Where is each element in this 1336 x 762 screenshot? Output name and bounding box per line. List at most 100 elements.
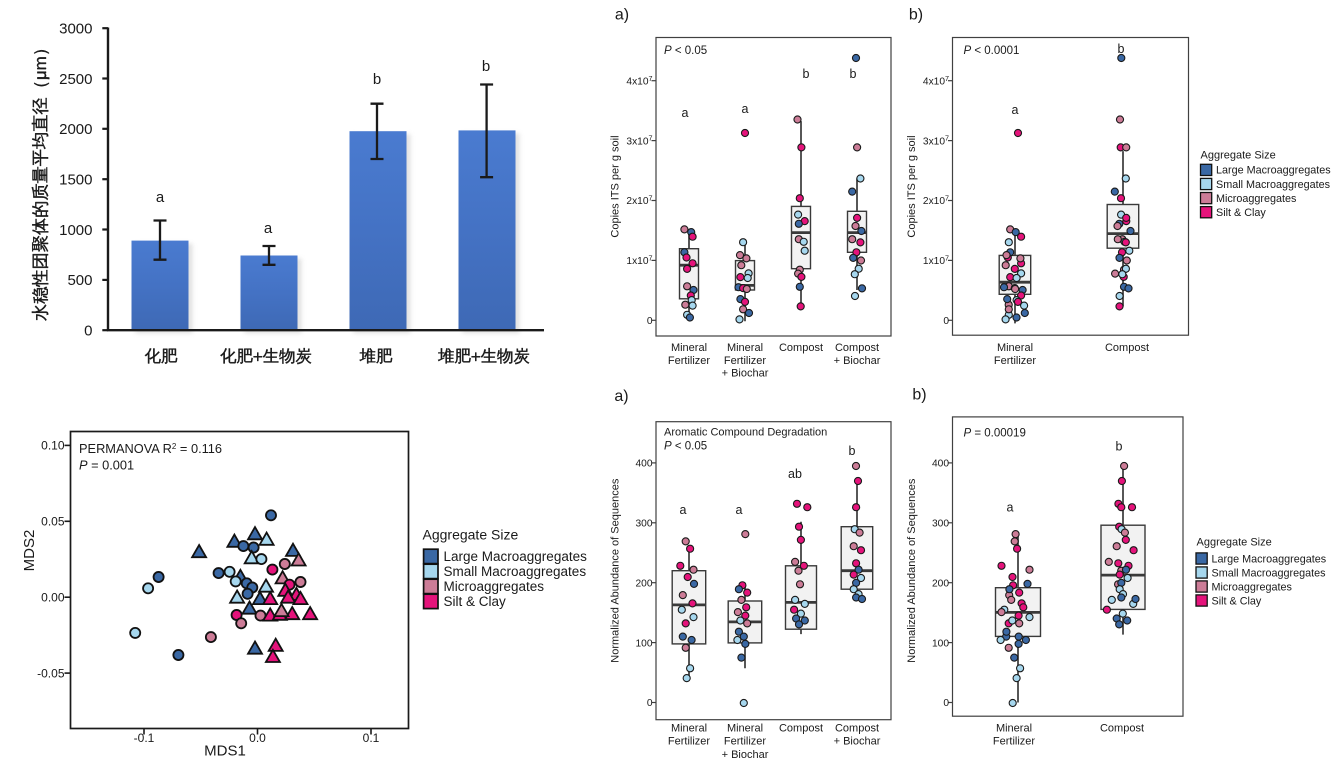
- svg-text:P < 0.05: P < 0.05: [664, 45, 707, 57]
- svg-text:1000: 1000: [59, 222, 92, 239]
- svg-text:+ Biochar: + Biochar: [834, 736, 881, 748]
- svg-text:400: 400: [932, 459, 949, 470]
- svg-text:PERMANOVA R2 = 0.116: PERMANOVA R2 = 0.116: [79, 441, 222, 456]
- svg-text:Silt & Clay: Silt & Clay: [1216, 207, 1266, 219]
- svg-text:1500: 1500: [59, 171, 92, 188]
- svg-text:Small Macroaggregates: Small Macroaggregates: [1216, 179, 1331, 191]
- svg-text:Silt & Clay: Silt & Clay: [1212, 595, 1262, 607]
- svg-text:Large Macroaggregates: Large Macroaggregates: [1216, 165, 1331, 177]
- svg-text:3x107: 3x107: [923, 134, 949, 148]
- svg-text:Mineral: Mineral: [727, 723, 763, 735]
- svg-text:Compost: Compost: [779, 342, 823, 354]
- svg-text:Normalized Abundance of Sequen: Normalized Abundance of Sequences: [906, 478, 918, 663]
- svg-text:a: a: [736, 503, 743, 517]
- svg-text:+ Biochar: + Biochar: [722, 749, 769, 761]
- svg-text:1x107: 1x107: [626, 254, 652, 268]
- svg-text:Aggregate Size: Aggregate Size: [1201, 150, 1276, 162]
- svg-text:Copies ITS per g soil: Copies ITS per g soil: [906, 135, 918, 237]
- svg-text:a: a: [156, 189, 165, 206]
- svg-text:Aromatic Compound Degradation: Aromatic Compound Degradation: [664, 427, 827, 439]
- svg-text:0: 0: [647, 316, 653, 327]
- svg-text:b): b): [912, 387, 926, 404]
- svg-text:a: a: [1007, 501, 1014, 515]
- svg-text:1x107: 1x107: [923, 254, 949, 268]
- svg-text:b: b: [1116, 440, 1123, 454]
- svg-text:Fertilizer: Fertilizer: [724, 355, 767, 367]
- svg-text:Aggregate Size: Aggregate Size: [1197, 537, 1272, 549]
- svg-text:a): a): [614, 388, 628, 405]
- svg-text:Small Macroaggregates: Small Macroaggregates: [444, 564, 587, 579]
- svg-text:Compost: Compost: [1100, 723, 1144, 735]
- svg-text:2000: 2000: [59, 121, 92, 138]
- svg-text:0: 0: [647, 698, 653, 709]
- svg-text:Fertilizer: Fertilizer: [724, 736, 767, 748]
- svg-text:b: b: [849, 444, 856, 458]
- svg-text:100: 100: [636, 638, 653, 649]
- svg-text:200: 200: [636, 578, 653, 589]
- svg-text:Large Macroaggregates: Large Macroaggregates: [444, 549, 588, 564]
- svg-text:a: a: [742, 102, 749, 116]
- svg-text:Fertilizer: Fertilizer: [668, 355, 711, 367]
- svg-text:0.1: 0.1: [363, 731, 380, 745]
- svg-text:MDS1: MDS1: [204, 743, 246, 760]
- svg-text:0: 0: [84, 323, 92, 340]
- svg-text:b: b: [803, 67, 810, 81]
- svg-text:Compost: Compost: [835, 342, 879, 354]
- svg-text:Microaggregates: Microaggregates: [444, 579, 545, 594]
- svg-text:0.05: 0.05: [41, 515, 65, 529]
- svg-text:b): b): [909, 7, 923, 24]
- svg-text:Compost: Compost: [835, 723, 879, 735]
- svg-text:P = 0.00019: P = 0.00019: [964, 428, 1026, 440]
- svg-text:b: b: [1118, 42, 1125, 56]
- svg-text:Mineral: Mineral: [671, 723, 707, 735]
- svg-text:a: a: [1012, 103, 1019, 117]
- svg-text:3000: 3000: [59, 20, 92, 37]
- svg-text:b: b: [482, 58, 490, 75]
- svg-text:P < 0.0001: P < 0.0001: [964, 45, 1020, 57]
- svg-text:300: 300: [932, 519, 949, 530]
- svg-text:4x107: 4x107: [626, 74, 652, 88]
- svg-text:Compost: Compost: [1105, 342, 1149, 354]
- svg-text:Fertilizer: Fertilizer: [994, 355, 1037, 367]
- svg-text:Normalized Abundance of Sequen: Normalized Abundance of Sequences: [610, 478, 622, 663]
- svg-text:Large Macroaggregates: Large Macroaggregates: [1212, 553, 1327, 565]
- svg-text:P < 0.05: P < 0.05: [664, 441, 707, 453]
- svg-text:Microaggregates: Microaggregates: [1212, 581, 1293, 593]
- svg-text:0: 0: [943, 316, 949, 327]
- svg-text:100: 100: [932, 638, 949, 649]
- svg-text:Small Macroaggregates: Small Macroaggregates: [1212, 567, 1327, 579]
- svg-text:Mineral: Mineral: [671, 342, 707, 354]
- svg-text:Mineral: Mineral: [997, 342, 1033, 354]
- svg-text:0: 0: [943, 698, 949, 709]
- svg-text:+ Biochar: + Biochar: [722, 368, 769, 380]
- svg-text:P = 0.001: P = 0.001: [79, 458, 134, 473]
- svg-text:Mineral: Mineral: [727, 342, 763, 354]
- svg-text:Silt & Clay: Silt & Clay: [444, 594, 507, 609]
- svg-text:-0.1: -0.1: [134, 731, 155, 745]
- svg-text:ab: ab: [788, 467, 802, 481]
- svg-text:3x107: 3x107: [626, 134, 652, 148]
- svg-text:a: a: [682, 106, 689, 120]
- svg-text:a): a): [615, 7, 629, 24]
- svg-text:Mineral: Mineral: [996, 723, 1032, 735]
- svg-text:0.10: 0.10: [41, 439, 65, 453]
- svg-text:0.00: 0.00: [41, 590, 65, 604]
- svg-text:MDS2: MDS2: [21, 530, 38, 572]
- svg-text:b: b: [850, 67, 857, 81]
- svg-text:a: a: [680, 503, 687, 517]
- svg-text:4x107: 4x107: [923, 74, 949, 88]
- svg-text:+ Biochar: + Biochar: [834, 355, 881, 367]
- svg-text:Microaggregates: Microaggregates: [1216, 193, 1297, 205]
- svg-text:Aggregate Size: Aggregate Size: [423, 527, 519, 543]
- svg-text:Compost: Compost: [779, 723, 823, 735]
- svg-text:b: b: [373, 71, 381, 88]
- svg-text:-0.05: -0.05: [37, 666, 65, 680]
- svg-text:2500: 2500: [59, 71, 92, 88]
- svg-text:2x107: 2x107: [626, 194, 652, 208]
- svg-text:Fertilizer: Fertilizer: [668, 736, 711, 748]
- svg-text:300: 300: [636, 519, 653, 530]
- svg-text:Copies ITS per g soil: Copies ITS per g soil: [610, 135, 622, 237]
- svg-text:200: 200: [932, 578, 949, 589]
- svg-text:0.0: 0.0: [249, 731, 266, 745]
- svg-text:2x107: 2x107: [923, 194, 949, 208]
